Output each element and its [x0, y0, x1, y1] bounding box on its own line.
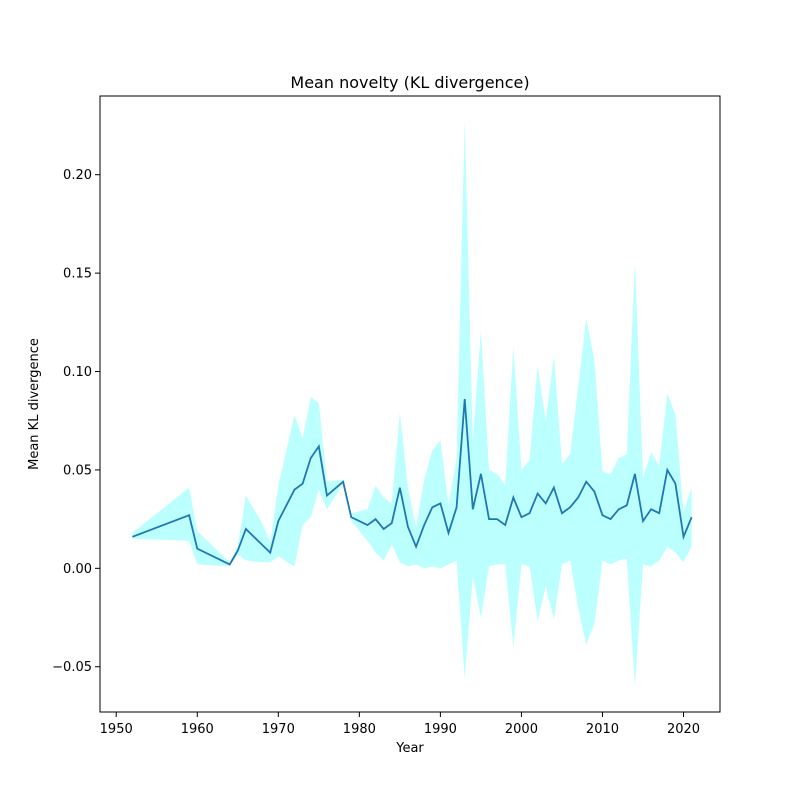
y-tick-label: 0.10 [63, 365, 92, 380]
y-tick-label: 0.15 [63, 267, 92, 282]
x-tick-label: 1980 [343, 722, 376, 737]
x-tick-label: 2020 [667, 722, 700, 737]
x-tick-label: 2000 [505, 722, 538, 737]
error-band [132, 119, 692, 687]
x-tick-label: 1960 [181, 722, 214, 737]
y-tick-label: 0.05 [63, 463, 92, 478]
series-line [132, 399, 693, 566]
x-tick-label: 1990 [424, 722, 457, 737]
chart-title: Mean novelty (KL divergence) [290, 73, 529, 92]
y-axis: −0.05 0.00 0.05 0.10 0.15 0.20 [52, 168, 100, 675]
y-tick-label: 0.20 [63, 168, 92, 183]
y-axis-label: Mean KL divergence [27, 338, 42, 470]
plot-area [132, 119, 693, 687]
y-tick-label: 0.00 [63, 562, 92, 577]
x-tick-label: 1970 [262, 722, 295, 737]
x-axis: 1950 1960 1970 1980 1990 2000 2010 2020 [100, 712, 700, 737]
y-tick-label: −0.05 [52, 660, 92, 675]
x-tick-label: 1950 [100, 722, 133, 737]
x-axis-label: Year [395, 741, 424, 756]
plot-frame [99, 95, 721, 713]
x-tick-label: 2010 [586, 722, 619, 737]
